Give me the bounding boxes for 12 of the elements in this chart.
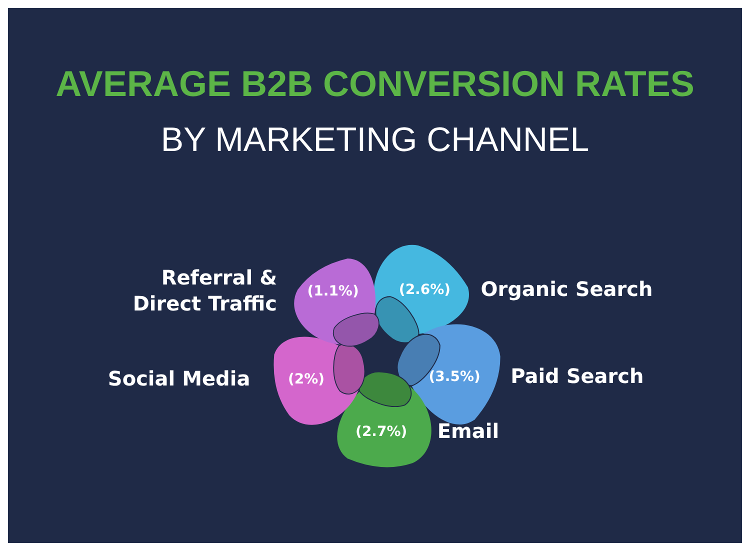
data-label: (1.1%) xyxy=(307,284,359,300)
category-label: Referral & Direct Traffic xyxy=(132,266,278,316)
data-label: (3.5%) xyxy=(428,368,480,385)
category-label: Email xyxy=(437,418,500,443)
data-label: (2%) xyxy=(288,371,325,388)
category-label: Social Media xyxy=(108,366,250,390)
category-label: Paid Search xyxy=(510,364,644,388)
text: AVERAGE B2B CONVERSION RATES xyxy=(56,63,694,104)
data-label: (2.7%) xyxy=(356,424,408,440)
data-label: (2.6%) xyxy=(398,282,451,298)
text: BY MARKETING CHANNEL xyxy=(160,121,590,159)
category-label: Organic Search xyxy=(480,277,653,302)
